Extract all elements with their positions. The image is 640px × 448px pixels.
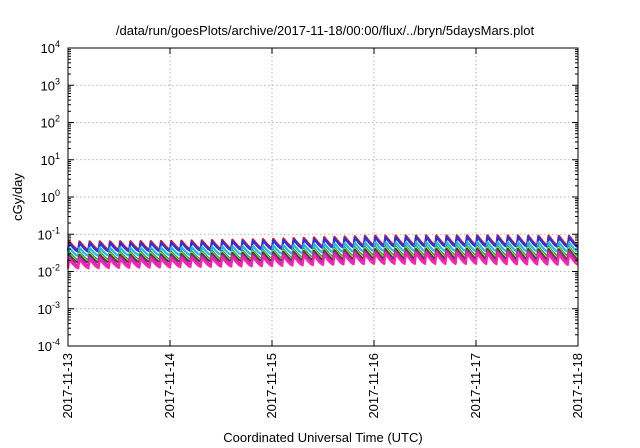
y-tick-label: 10-1 xyxy=(38,225,60,242)
y-tick-label-exponent: 3 xyxy=(55,76,60,86)
y-tick-label: 10-4 xyxy=(38,337,60,354)
y-tick-label-base: 10 xyxy=(38,227,52,242)
y-tick-label-exponent: -3 xyxy=(52,300,60,310)
y-tick-label-base: 10 xyxy=(41,41,55,56)
x-tick-label: 2017-11-15 xyxy=(264,353,279,419)
y-tick-label-base: 10 xyxy=(41,153,55,168)
y-tick-label-exponent: -4 xyxy=(52,337,60,347)
y-tick-label: 10-2 xyxy=(38,263,60,280)
y-axis-label: cGy/day xyxy=(10,173,25,221)
series-lines xyxy=(66,234,579,270)
series-line-8 xyxy=(66,252,579,270)
x-tick-label: 2017-11-18 xyxy=(570,353,585,419)
y-tick-label-base: 10 xyxy=(41,116,55,131)
chart-title: /data/run/goesPlots/archive/2017-11-18/0… xyxy=(116,23,535,38)
x-tick-label: 2017-11-17 xyxy=(468,353,483,419)
y-tick-label-exponent: 2 xyxy=(55,114,60,124)
x-tick-label: 2017-11-13 xyxy=(60,353,75,419)
y-tick-label-exponent: 0 xyxy=(55,188,60,198)
axis-ticks xyxy=(67,47,579,347)
x-tick-label: 2017-11-14 xyxy=(162,353,177,419)
y-tick-label-base: 10 xyxy=(38,265,52,280)
y-tick-label: 101 xyxy=(41,151,60,168)
y-tick-label: 103 xyxy=(41,76,60,93)
y-tick-label: 100 xyxy=(41,188,60,205)
y-tick-label-base: 10 xyxy=(38,339,52,354)
x-tick-label: 2017-11-16 xyxy=(366,353,381,419)
y-tick-label-exponent: 4 xyxy=(55,39,60,49)
y-tick-label-base: 10 xyxy=(41,78,55,93)
y-tick-label: 102 xyxy=(41,114,60,131)
y-tick-label: 10-3 xyxy=(38,300,60,317)
y-tick-label-exponent: -1 xyxy=(52,225,60,235)
y-tick-label-base: 10 xyxy=(41,190,55,205)
y-tick-label-exponent: -2 xyxy=(52,263,60,273)
x-tick-labels: 2017-11-13 2017-11-14 2017-11-15 2017-11-16… xyxy=(60,353,585,419)
y-tick-label: 104 xyxy=(41,39,60,56)
x-axis-label: Coordinated Universal Time (UTC) xyxy=(223,430,422,445)
y-tick-label-base: 10 xyxy=(38,302,52,317)
y-tick-label-exponent: 1 xyxy=(55,151,60,161)
grid-lines xyxy=(68,48,578,346)
